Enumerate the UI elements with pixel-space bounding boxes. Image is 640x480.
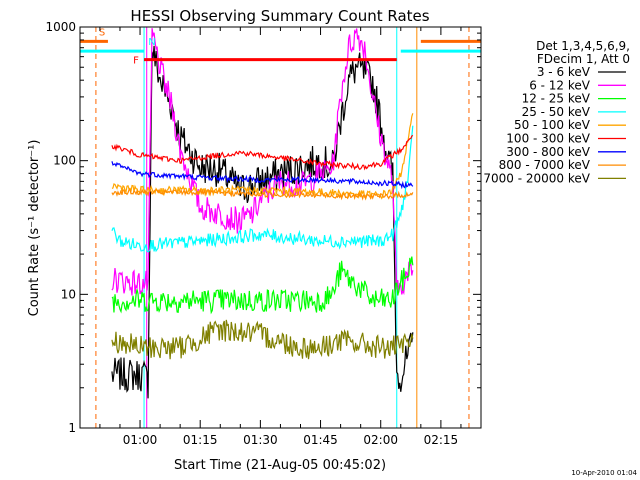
legend-label-5: 50 - 100 keV xyxy=(514,118,591,132)
y-tick-label-1: 1 xyxy=(68,421,76,435)
flag-label-3: F xyxy=(133,56,139,67)
marker-layer xyxy=(95,27,470,428)
legend-header-line-1: Det 1,3,4,5,6,9, xyxy=(536,39,630,53)
series-line-2 xyxy=(111,28,414,296)
legend-label-7: 300 - 800 keV xyxy=(506,145,590,159)
axis-layer: 01:00 01:15 01:30 01:45 02:00 02:15 1 10 100 1000 xyxy=(45,20,481,447)
x-tick-label-3: 01:30 xyxy=(243,433,278,447)
series-line-6 xyxy=(111,134,414,171)
x-tick-label-6: 02:15 xyxy=(424,433,459,447)
y-tick-label-4: 1000 xyxy=(45,20,76,34)
x-tick-label-2: 01:15 xyxy=(183,433,218,447)
series-line-8 xyxy=(111,187,414,201)
series-line-4 xyxy=(111,125,414,253)
timestamp: 10-Apr-2010 01:04 xyxy=(571,469,637,477)
legend-label-2: 6 - 12 keV xyxy=(529,78,591,92)
x-tick-label-1: 01:00 xyxy=(123,433,158,447)
series-line-9 xyxy=(111,319,414,360)
y-tick-label-2: 10 xyxy=(61,287,76,301)
y-axis-label: Count Rate (s⁻¹ detector⁻¹) xyxy=(27,140,42,317)
legend-label-4: 25 - 50 keV xyxy=(522,105,591,119)
legend-label-1: 3 - 6 keV xyxy=(537,65,591,79)
flag-layer: S NF xyxy=(80,27,481,67)
flag-label-2: N xyxy=(148,37,155,48)
series-line-7 xyxy=(111,161,414,190)
legend-label-8: 800 - 7000 keV xyxy=(499,158,591,172)
legend-label-9: 7000 - 20000 keV xyxy=(483,171,590,185)
y-tick-label-3: 100 xyxy=(53,154,76,168)
plot-frame xyxy=(79,26,482,429)
x-tick-label-4: 01:45 xyxy=(303,433,338,447)
series-line-3 xyxy=(111,256,414,315)
legend-label-6: 100 - 300 keV xyxy=(506,132,590,146)
series-layer xyxy=(111,28,414,399)
x-axis-label: Start Time (21-Aug-05 00:45:02) xyxy=(174,458,386,473)
flag-label-1: S xyxy=(99,27,105,38)
x-tick-label-5: 02:00 xyxy=(363,433,398,447)
chart-title: HESSI Observing Summary Count Rates xyxy=(130,7,429,25)
legend-label-3: 12 - 25 keV xyxy=(522,92,591,106)
legend-header-line-2: FDecim 1, Att 0 xyxy=(537,52,630,66)
